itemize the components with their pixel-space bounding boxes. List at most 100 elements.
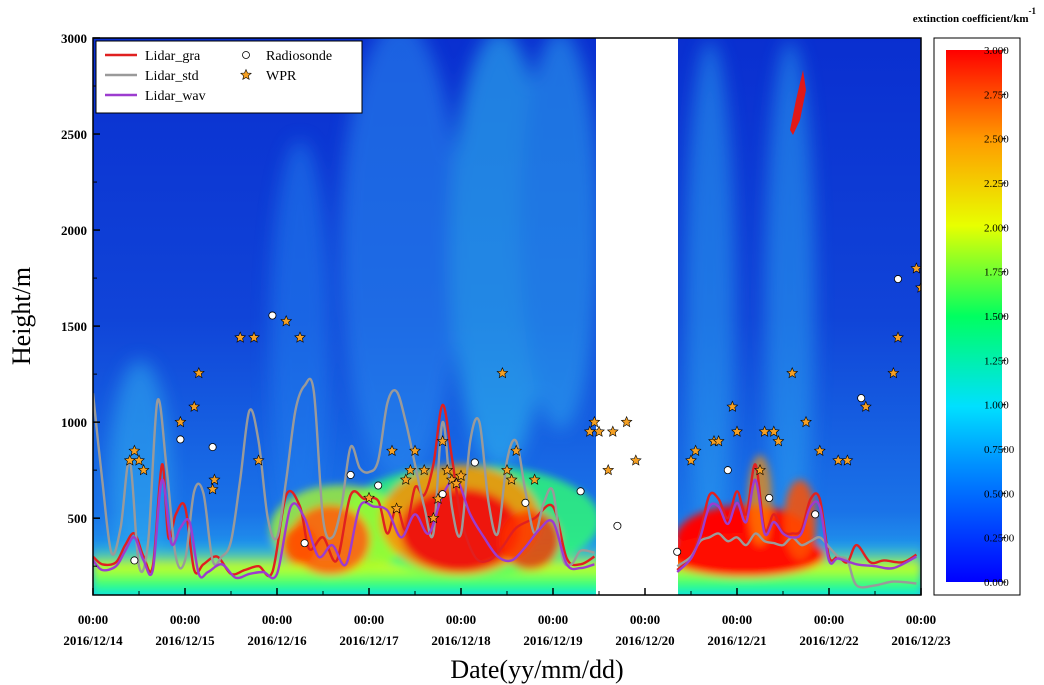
wpr-point — [813, 444, 826, 457]
legend-label: Lidar_gra — [145, 49, 201, 64]
wpr-point — [712, 435, 725, 447]
colorbar-tick-label: 0.000 — [984, 577, 1009, 589]
plot-area — [93, 38, 921, 595]
wpr-point — [505, 473, 518, 485]
series-line-lidar-gra — [676, 463, 918, 571]
radiosonde-point — [300, 539, 309, 548]
legend-item-lidar-gra: Lidar_gra — [105, 49, 201, 64]
wpr-point — [588, 415, 601, 428]
wpr-point — [689, 444, 702, 457]
wpr-point — [606, 425, 619, 437]
radiosonde-point — [438, 490, 447, 499]
wpr-point — [294, 331, 306, 343]
radiosonde-point — [208, 443, 217, 452]
colorbar-tick-label: 2.250 — [984, 178, 1009, 190]
upper-aerosol-streak — [790, 70, 806, 135]
x-tick-time: 00:00 — [630, 612, 660, 627]
wpr-point — [772, 435, 785, 447]
wpr-point — [133, 454, 145, 466]
wpr-point — [510, 444, 523, 457]
circle-icon — [242, 51, 250, 59]
x-tick-date: 2016/12/14 — [63, 633, 123, 648]
wpr-point — [441, 463, 454, 476]
y-tick-label: 2500 — [61, 127, 87, 142]
x-tick-time: 00:00 — [170, 612, 200, 627]
radiosonde-point — [673, 547, 682, 556]
x-tick-time: 00:00 — [722, 612, 752, 627]
no-data-gap — [596, 38, 678, 595]
colorbar-tick-label: 3.000 — [984, 45, 1009, 57]
x-tick-date: 2016/12/20 — [615, 633, 674, 648]
wpr-point — [208, 473, 221, 485]
x-tick-date: 2016/12/22 — [799, 633, 858, 648]
wpr-point — [174, 415, 187, 428]
wpr-point — [234, 331, 247, 343]
colorbar-tick-label: 0.2500 — [984, 533, 1015, 545]
colorbar-tick-label: 1.250 — [984, 355, 1009, 367]
wpr-point — [450, 477, 463, 489]
colorbar-tick-label: 1.750 — [984, 267, 1009, 279]
wpr-point — [915, 281, 921, 293]
colorbar: 3.000 2.750 2.500 2.250 2.000 1.750 1.500 1.250… — [913, 6, 1037, 596]
legend-item-lidar-wav: Lidar_wav — [105, 89, 206, 104]
wpr-point — [280, 315, 293, 327]
radiosonde-point — [894, 275, 903, 284]
x-tick-time: 00:00 — [446, 612, 476, 627]
wpr-point — [386, 444, 398, 457]
wpr-point — [418, 463, 431, 476]
wpr-point — [455, 469, 467, 482]
legend-item-radiosonde: Radiosonde — [242, 49, 332, 64]
wpr-point — [841, 454, 854, 466]
wpr-point — [248, 331, 260, 343]
legend-label: Lidar_std — [145, 69, 199, 84]
wpr-point — [501, 463, 513, 476]
wpr-point — [620, 415, 633, 428]
legend-label: Lidar_wav — [145, 89, 206, 104]
series-line-lidar-wav — [676, 478, 917, 573]
wpr-point — [192, 366, 205, 379]
x-tick-time: 00:00 — [814, 612, 844, 627]
x-tick-time: 00:00 — [354, 612, 384, 627]
wpr-point — [404, 463, 417, 476]
x-tick-time: 00:00 — [262, 612, 292, 627]
legend-item-lidar-std: Lidar_std — [105, 69, 199, 84]
radiosonde-point — [521, 498, 530, 507]
legend-box — [95, 40, 363, 114]
x-tick-date: 2016/12/23 — [891, 633, 951, 648]
colorbar-tick-label: 1.500 — [984, 311, 1009, 323]
wpr-point — [731, 425, 743, 437]
markers — [123, 262, 921, 565]
wpr-point — [767, 425, 780, 437]
radiosonde-point — [268, 311, 277, 320]
wpr-point — [436, 435, 449, 447]
colorbar-tick-label: 0.7500 — [984, 444, 1015, 456]
wpr-point — [726, 400, 739, 412]
x-tick-date: 2016/12/19 — [523, 633, 583, 648]
x-tick-date: 2016/12/15 — [155, 633, 215, 648]
radiosonde-point — [346, 470, 355, 479]
series-line-lidar-std — [93, 377, 595, 574]
x-tick-date: 2016/12/17 — [339, 633, 399, 648]
radiosonde-point — [811, 510, 820, 519]
wpr-point — [432, 492, 444, 505]
colorbar-tick-label: 1.000 — [984, 400, 1009, 412]
radiosonde-point — [857, 394, 866, 403]
wpr-point — [892, 331, 904, 343]
wpr-point — [188, 400, 201, 412]
colorbar-ticks: 3.000 2.750 2.500 2.250 2.000 1.750 1.500 1.250… — [984, 45, 1015, 589]
colorbar-tick-label: 2.500 — [984, 134, 1009, 146]
x-axis-label: Date(yy/mm/dd) — [450, 655, 623, 684]
wpr-point — [602, 463, 615, 476]
y-axis: 500 1000 1500 2000 2500 3000 — [61, 31, 100, 567]
radiosonde-point — [176, 435, 185, 444]
wpr-point — [685, 454, 697, 466]
colorbar-label-main: extinction coefficient/km — [913, 13, 1029, 25]
colorbar-label: extinction coefficient/km-1 — [913, 6, 1037, 25]
radiosonde-point — [723, 466, 732, 475]
wpr-point — [593, 425, 605, 437]
colorbar-gradient — [946, 50, 1002, 582]
wpr-point — [427, 511, 440, 524]
colorbar-tick-label: 0.5000 — [984, 488, 1015, 500]
wpr-point — [206, 483, 219, 495]
y-axis-label: Height/m — [7, 267, 36, 365]
